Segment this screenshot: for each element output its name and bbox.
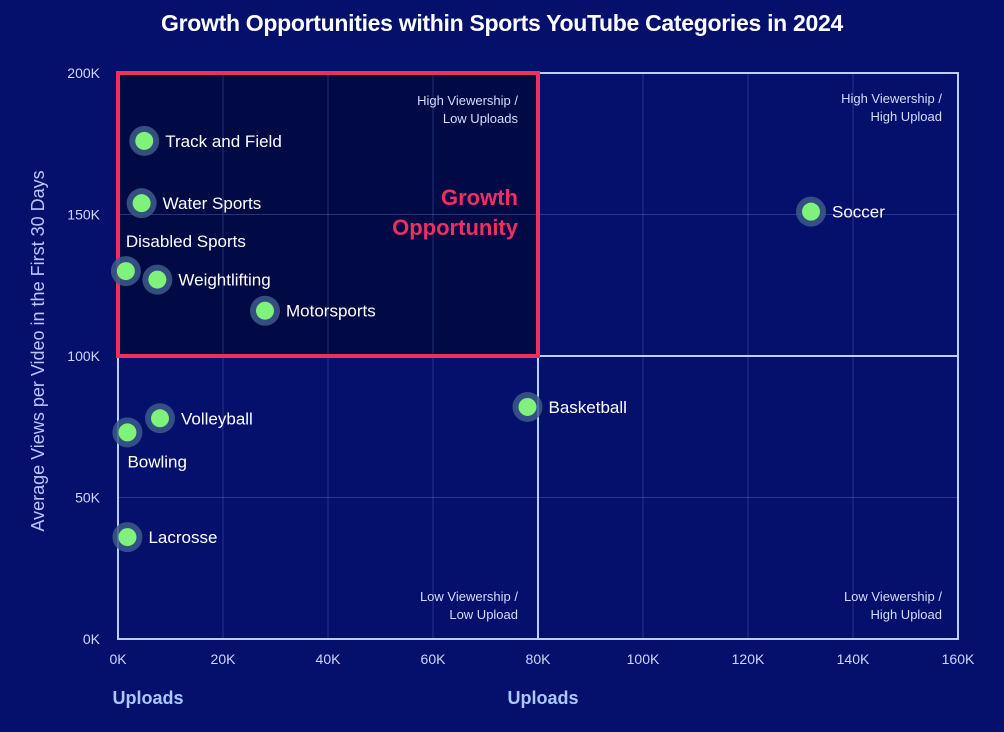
x-axis-title-left: Uploads [112, 688, 183, 708]
x-axis-title-center: Uploads [507, 688, 578, 708]
quadrant-label-bottom-right: High Upload [870, 607, 942, 622]
data-label: Weightlifting [178, 271, 270, 290]
data-label: Track and Field [165, 132, 282, 151]
data-point [118, 423, 137, 442]
data-point [151, 409, 169, 428]
data-label: Lacrosse [148, 528, 217, 547]
growth-opportunity-border [116, 71, 540, 358]
quadrant-label-top-left: High Viewership / [417, 93, 518, 108]
y-axis-title: Average Views per Video in the First 30 … [28, 170, 48, 531]
x-tick-label: 60K [421, 651, 447, 667]
data-label: Disabled Sports [126, 232, 246, 251]
quadrant-label-top-right: High Upload [870, 109, 942, 124]
y-tick-label: 0K [83, 631, 101, 647]
data-label: Water Sports [163, 194, 262, 213]
data-point [148, 270, 167, 289]
data-label: Bowling [127, 452, 187, 471]
quadrant-label-top-right: High Viewership / [841, 91, 942, 106]
x-tick-label: 120K [732, 651, 765, 667]
y-tick-label: 100K [67, 348, 100, 364]
data-label: Volleyball [181, 409, 253, 428]
data-point [518, 397, 537, 416]
data-label: Motorsports [286, 302, 376, 321]
data-point [135, 131, 154, 150]
data-point [116, 262, 135, 281]
x-tick-label: 20K [211, 651, 237, 667]
data-label: Soccer [832, 203, 885, 222]
data-point [118, 528, 137, 547]
data-label: Basketball [549, 398, 627, 417]
x-tick-label: 0K [109, 651, 127, 667]
y-tick-label: 50K [75, 490, 101, 506]
x-tick-label: 80K [526, 651, 552, 667]
growth-opportunity-label: Opportunity [392, 215, 519, 240]
x-tick-label: 100K [627, 651, 660, 667]
data-point [132, 194, 151, 213]
x-tick-label: 160K [942, 651, 975, 667]
growth-opportunity-label: Growth [441, 185, 518, 210]
y-tick-label: 150K [67, 207, 100, 223]
y-tick-label: 200K [67, 65, 100, 81]
x-tick-label: 40K [316, 651, 342, 667]
quadrant-label-bottom-left: Low Viewership / [420, 589, 518, 604]
quadrant-label-bottom-right: Low Viewership / [844, 589, 942, 604]
x-tick-label: 140K [837, 651, 870, 667]
quadrant-label-top-left: Low Uploads [443, 111, 519, 126]
data-point [256, 301, 274, 320]
quadrant-label-bottom-left: Low Upload [449, 607, 518, 622]
data-point [802, 202, 820, 221]
chart-title: Growth Opportunities within Sports YouTu… [161, 10, 843, 36]
